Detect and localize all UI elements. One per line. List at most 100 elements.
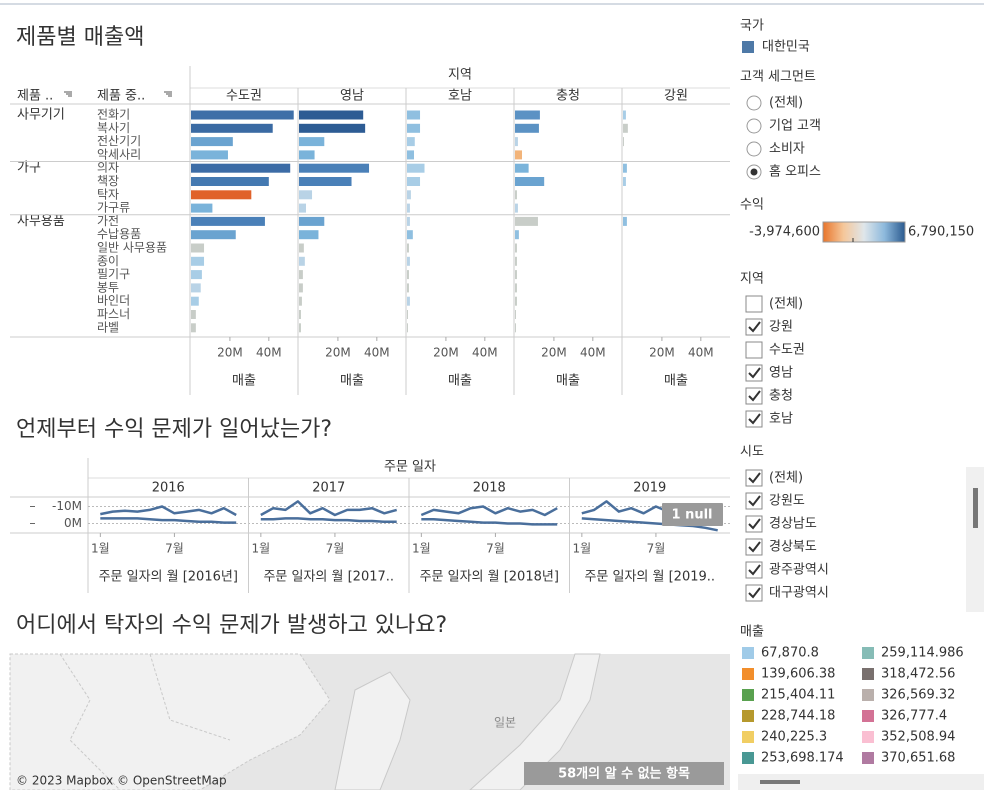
region-header: 영남 <box>340 89 364 104</box>
radio-label[interactable]: 홈 오피스 <box>769 165 821 180</box>
legend-swatch <box>742 689 754 701</box>
null-badge-text: 1 null <box>672 508 713 523</box>
checkbox[interactable] <box>745 341 763 359</box>
group-label: 가구 <box>17 161 41 176</box>
checkbox-label[interactable]: 강원 <box>769 320 793 335</box>
legend-swatch <box>742 647 754 659</box>
bar <box>191 163 291 173</box>
bar <box>515 163 529 173</box>
checkbox[interactable] <box>745 410 763 428</box>
checkbox-label[interactable]: 경상북도 <box>769 540 817 555</box>
radio-label[interactable]: (전체) <box>769 96 803 111</box>
hscroll-track[interactable] <box>738 774 984 790</box>
checkbox-label[interactable]: 강원도 <box>769 494 805 509</box>
checkbox[interactable] <box>745 469 763 487</box>
x-tick-label: 40M <box>472 346 498 360</box>
year-header: 2016 <box>152 481 185 496</box>
product-label: 전화기 <box>97 108 130 122</box>
line-series <box>100 505 237 517</box>
checkbox[interactable] <box>745 538 763 556</box>
hscroll-thumb[interactable] <box>760 780 800 784</box>
sort-icon[interactable] <box>164 91 172 97</box>
x-tick-label: 20M <box>541 346 567 360</box>
bar <box>191 256 205 266</box>
bar <box>407 243 409 253</box>
bar <box>191 283 201 293</box>
checkbox[interactable] <box>745 492 763 510</box>
row-header: 제품 .. <box>17 89 53 104</box>
bar <box>515 230 519 240</box>
bar <box>299 216 325 226</box>
bar <box>299 243 304 253</box>
unknown-badge[interactable] <box>524 762 724 785</box>
bar <box>623 177 626 186</box>
checkbox[interactable] <box>745 364 763 382</box>
checkbox[interactable] <box>745 561 763 579</box>
x-tick-label: 1월 <box>252 542 271 556</box>
x-tick-label: 1월 <box>412 542 431 556</box>
filter-title: 고객 세그먼트 <box>740 70 816 85</box>
checkbox[interactable] <box>745 515 763 533</box>
legend-swatch <box>862 647 874 659</box>
checkbox-label[interactable]: 충청 <box>769 389 793 404</box>
column-header: 지역 <box>448 68 472 83</box>
bar <box>515 323 516 333</box>
map-land <box>334 671 411 790</box>
checkmark <box>748 541 761 553</box>
checkbox[interactable] <box>745 387 763 405</box>
x-tick-label: 7월 <box>486 542 505 556</box>
bar <box>191 323 196 333</box>
scrollbar-track[interactable] <box>966 467 984 612</box>
checkbox[interactable] <box>745 318 763 336</box>
radio[interactable] <box>746 118 762 134</box>
checkbox-label[interactable]: 영남 <box>769 366 793 381</box>
filter-title: 국가 <box>740 19 764 34</box>
product-label: 라벨 <box>97 320 119 334</box>
bar <box>299 190 313 200</box>
checkbox-label[interactable]: 경상남도 <box>769 517 817 532</box>
legend-swatch <box>742 731 754 743</box>
null-badge[interactable] <box>662 503 723 526</box>
checkmark <box>748 472 761 484</box>
product-label: 바인더 <box>97 294 130 308</box>
checkbox-label[interactable]: 수도권 <box>769 343 805 358</box>
checkbox-label[interactable]: (전체) <box>769 297 803 312</box>
sheet-title: 제품별 매출액 <box>16 25 144 50</box>
radio[interactable] <box>746 95 762 111</box>
legend-label: 259,114.986 <box>881 646 964 661</box>
sheet-title: 언제부터 수익 문제가 일어났는가? <box>16 417 332 442</box>
bar <box>191 270 202 280</box>
radio[interactable] <box>746 141 762 157</box>
checkbox[interactable] <box>745 295 763 313</box>
bar <box>299 123 366 133</box>
x-axis-label: 주문 일자의 월 [2018년] <box>420 570 559 585</box>
group-label: 사무기기 <box>17 108 65 123</box>
checkbox-label[interactable]: 광주광역시 <box>769 563 829 578</box>
checkmark <box>748 564 761 576</box>
line-series <box>100 517 237 524</box>
bar <box>515 190 517 200</box>
x-tick-label: 20M <box>649 346 675 360</box>
bar <box>299 150 315 160</box>
checkbox[interactable] <box>745 584 763 602</box>
product-label: 책장 <box>97 173 119 188</box>
line-series <box>581 517 718 532</box>
x-tick-label: 40M <box>364 346 390 360</box>
scrollbar-thumb[interactable] <box>973 488 978 528</box>
checkmark <box>748 587 761 599</box>
checkbox-label[interactable]: (전체) <box>769 471 803 486</box>
bar <box>407 203 410 213</box>
group-label: 사무용품 <box>17 214 65 229</box>
bar <box>515 256 517 266</box>
checkbox-label[interactable]: 호남 <box>769 412 793 427</box>
checkbox-label[interactable]: 대구광역시 <box>769 586 829 601</box>
line-series <box>260 500 398 517</box>
bar <box>407 110 421 120</box>
bar <box>407 296 410 306</box>
radio-label[interactable]: 소비자 <box>769 142 805 157</box>
region-header: 충청 <box>556 89 580 104</box>
sort-icon[interactable] <box>64 91 72 97</box>
bar <box>299 310 301 319</box>
bar <box>515 177 545 186</box>
radio-label[interactable]: 기업 고객 <box>769 119 821 134</box>
